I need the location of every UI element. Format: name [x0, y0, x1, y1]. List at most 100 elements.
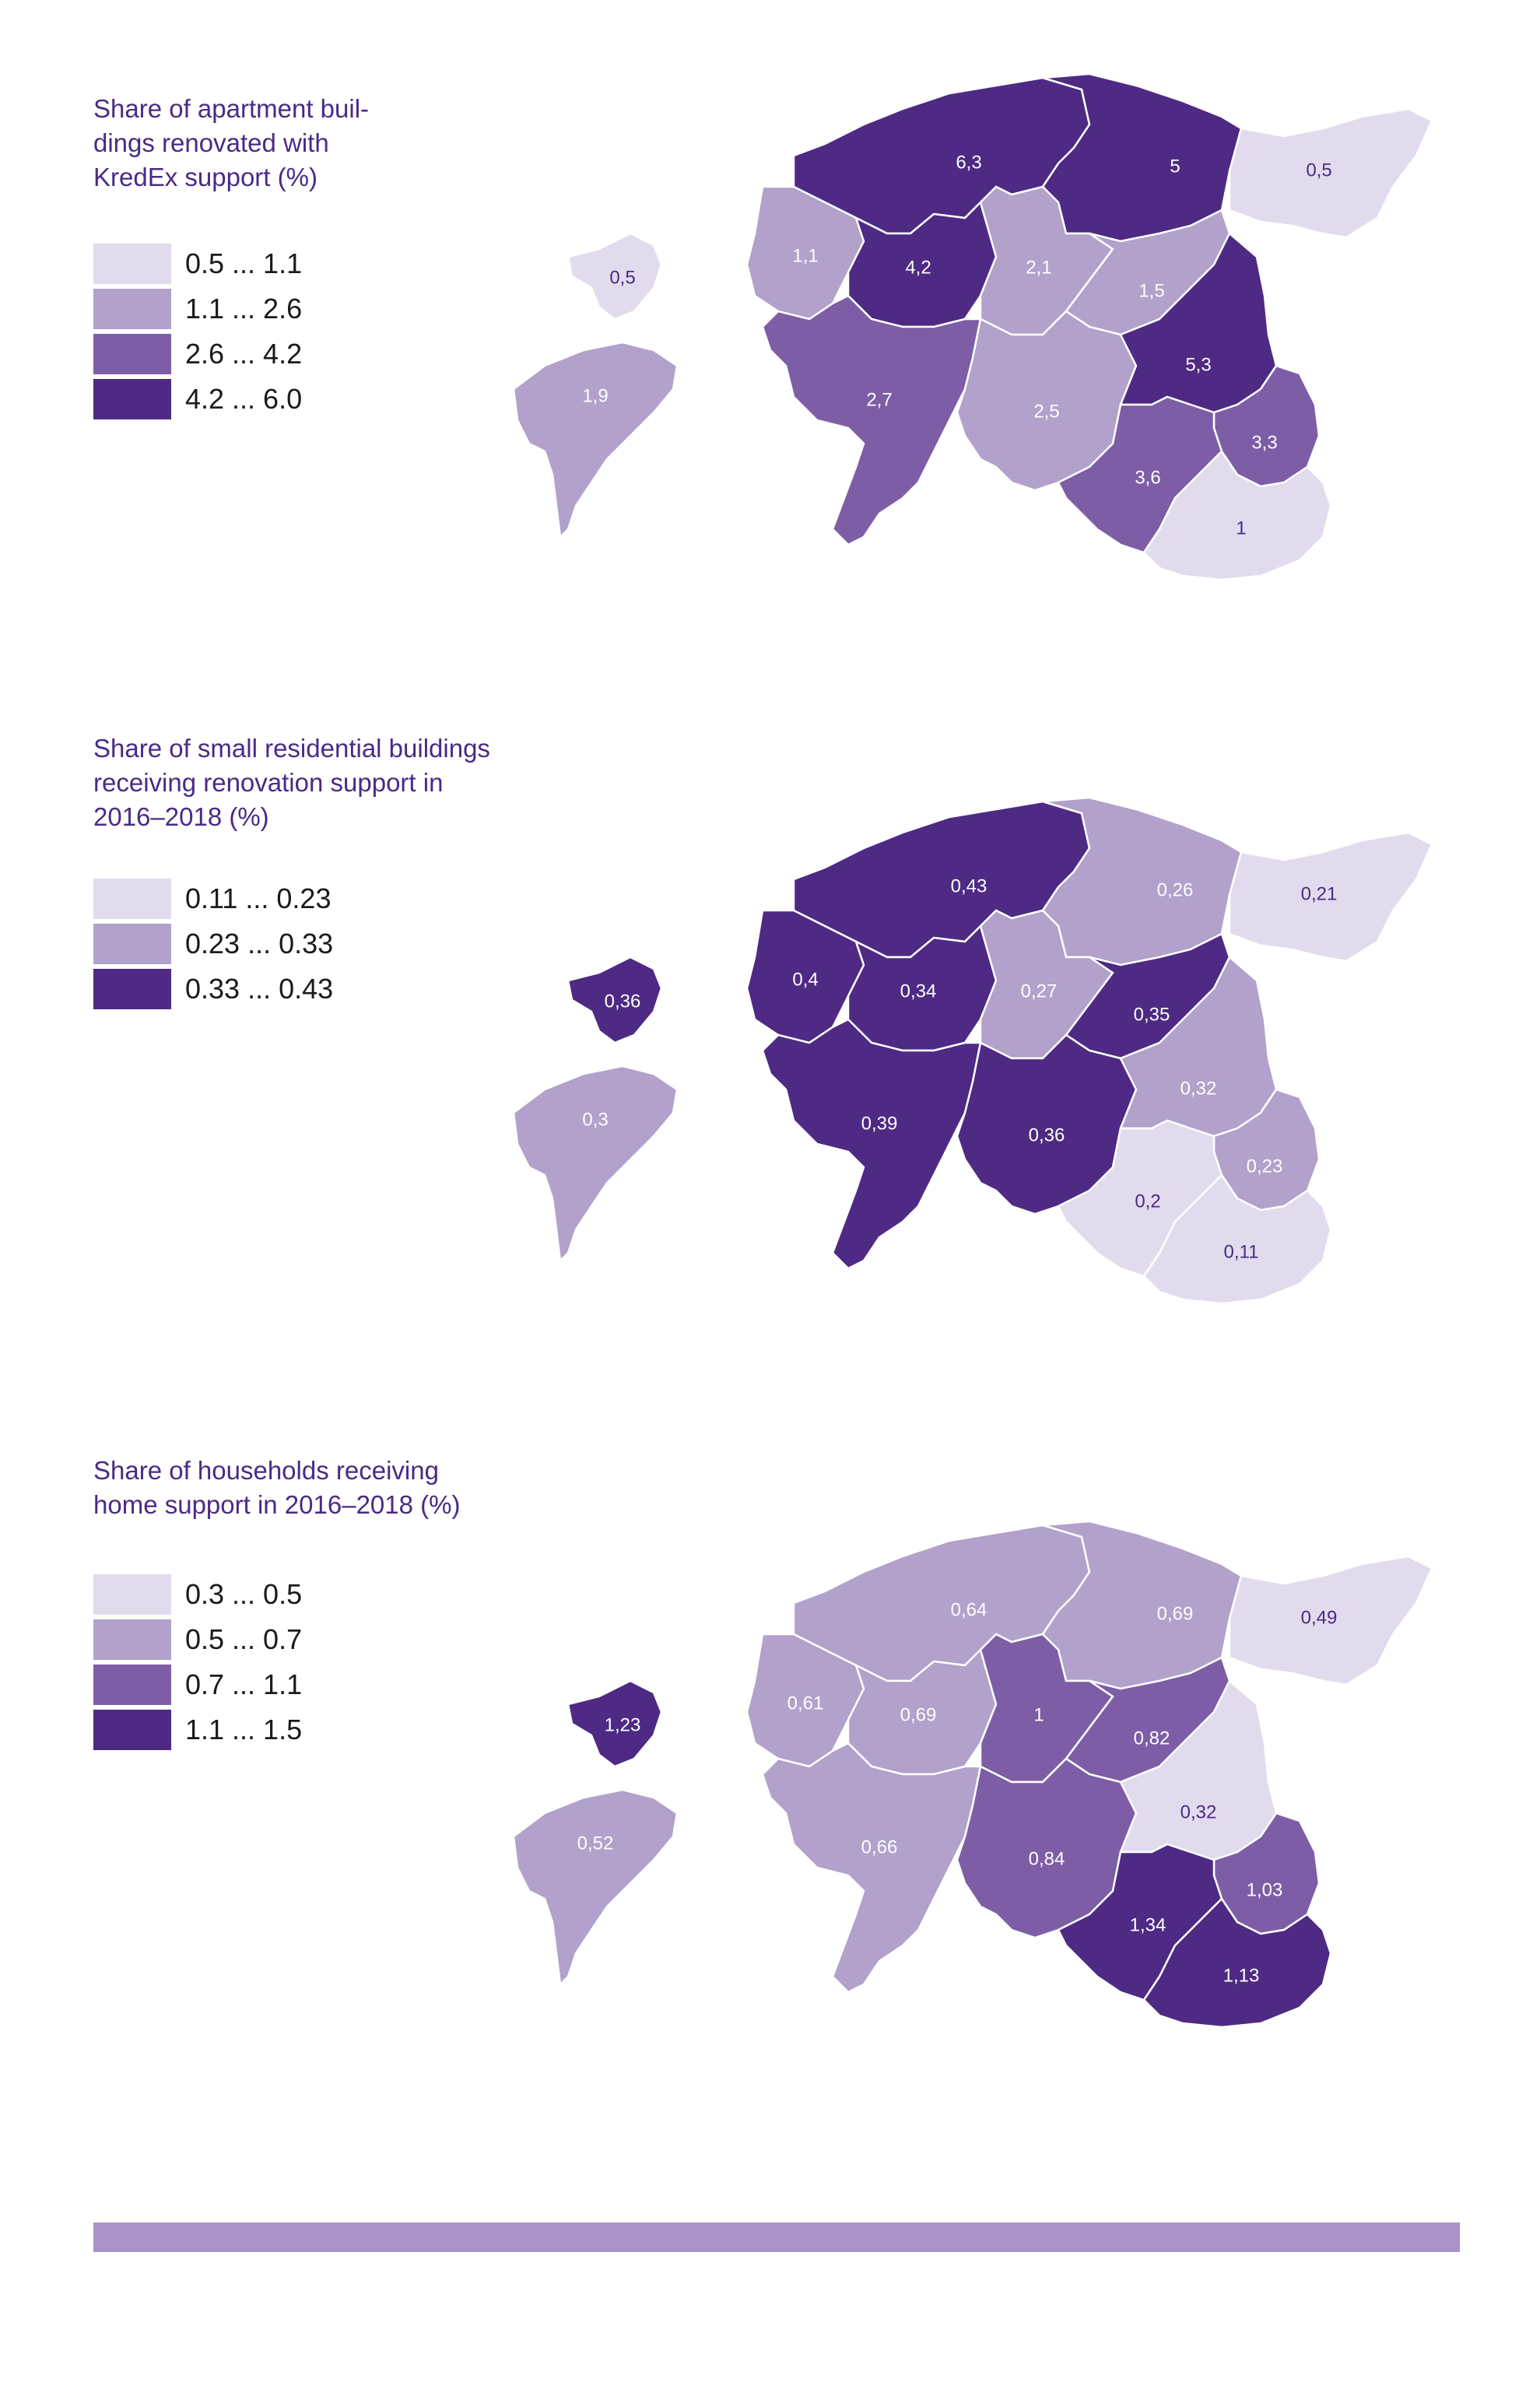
region-label-valga: 1,34 [1130, 1914, 1166, 1935]
legend-1: 0.5 ... 1.1 1.1 ... 2.6 2.6 ... 4.2 4.2 ...… [93, 241, 302, 422]
map-panel-1: Share of apartment buil- dings renovated… [0, 0, 1540, 669]
region-label-viljandi: 2,5 [1033, 401, 1059, 422]
region-rapla [847, 924, 998, 1052]
legend-item: 1.1 ... 2.6 [93, 286, 302, 332]
region-label-tartu: 5,3 [1185, 354, 1211, 375]
legend-item: 0.23 ... 0.33 [93, 921, 333, 966]
region-label-valga: 3,6 [1135, 467, 1160, 488]
map-panel-2: Share of small residential buildings rec… [0, 724, 1540, 1393]
region-ida-viru [1228, 107, 1433, 239]
legend-swatch [93, 1665, 171, 1705]
legend-item: 1.1 ... 1.5 [93, 1707, 302, 1752]
legend-label: 2.6 ... 4.2 [185, 338, 303, 370]
region-hiiu [567, 232, 663, 321]
legend-label: 0.3 ... 0.5 [185, 1578, 303, 1610]
region-label-jarva: 2,1 [1026, 257, 1051, 278]
region-label-rapla: 4,2 [905, 257, 931, 278]
region-label-jarva: 1 [1033, 1704, 1044, 1725]
map-panel-3: Share of households receiving home suppo… [0, 1447, 1540, 2117]
legend-label: 0.33 ... 0.43 [185, 973, 334, 1005]
region-label-jogeva: 0,35 [1134, 1004, 1170, 1025]
region-label-voru: 1 [1236, 517, 1246, 538]
region-saare [512, 1065, 679, 1263]
region-label-valga: 0,2 [1135, 1191, 1160, 1212]
region-ida-viru [1228, 1555, 1433, 1686]
region-label-saare: 1,9 [582, 385, 608, 406]
legend-item: 0.5 ... 0.7 [93, 1617, 302, 1662]
legend-item: 0.7 ... 1.1 [93, 1662, 302, 1707]
map-title-2: Share of small residential buildings rec… [93, 734, 490, 831]
region-label-harju: 6,3 [956, 152, 981, 173]
region-label-saare: 0,3 [582, 1109, 608, 1130]
region-label-ida-viru: 0,49 [1301, 1607, 1338, 1628]
legend-swatch [93, 1574, 171, 1615]
region-hiiu [567, 956, 663, 1044]
region-label-ida-viru: 0,21 [1301, 883, 1338, 904]
region-rapla [847, 200, 998, 328]
legend-swatch [93, 969, 171, 1009]
legend-swatch [93, 1710, 171, 1750]
map-title-1: Share of apartment buil- dings renovated… [93, 94, 370, 191]
legend-swatch [93, 879, 171, 919]
region-saare [512, 341, 679, 539]
region-label-rapla: 0,69 [900, 1704, 937, 1725]
legend-item: 0.5 ... 1.1 [93, 241, 302, 286]
region-label-tartu: 0,32 [1180, 1078, 1217, 1099]
region-label-hiiu: 0,36 [605, 991, 641, 1012]
region-label-tartu: 0,32 [1180, 1801, 1217, 1822]
region-label-hiiu: 0,5 [609, 267, 635, 288]
region-label-harju: 0,64 [951, 1599, 987, 1620]
region-label-voru: 0,11 [1224, 1241, 1259, 1262]
region-saare [512, 1788, 679, 1987]
estonia-map-1: 6,3 5 0,5 0,5 1,1 4,2 2,1 1,5 1,9 2,7 2,5 5,3 3,3 3,6… [512, 72, 1433, 581]
region-label-laane-viru: 0,69 [1157, 1603, 1194, 1624]
legend-3: 0.3 ... 0.5 0.5 ... 0.7 0.7 ... 1.1 1.1 ...… [93, 1572, 302, 1752]
region-label-laane: 0,4 [792, 969, 818, 990]
region-hiiu [567, 1679, 663, 1768]
legend-item: 4.2 ... 6.0 [93, 377, 302, 422]
legend-label: 0.11 ... 0.23 [185, 882, 332, 914]
region-label-laane-viru: 0,26 [1157, 879, 1194, 900]
legend-swatch [93, 924, 171, 964]
legend-swatch [93, 334, 171, 374]
region-label-polva: 0,23 [1247, 1156, 1283, 1177]
legend-item: 2.6 ... 4.2 [93, 332, 302, 377]
region-label-jogeva: 0,82 [1134, 1728, 1170, 1749]
legend-item: 0.11 ... 0.23 [93, 876, 333, 921]
region-label-jarva: 0,27 [1021, 981, 1058, 1002]
region-parnu [761, 1018, 982, 1270]
legend-swatch [93, 244, 171, 284]
region-voru [1142, 1897, 1332, 2029]
region-label-ida-viru: 0,5 [1306, 160, 1331, 181]
region-label-viljandi: 0,36 [1029, 1124, 1065, 1145]
legend-label: 1.1 ... 1.5 [185, 1714, 303, 1745]
region-voru [1142, 450, 1332, 581]
region-ida-viru [1228, 831, 1433, 963]
region-parnu [761, 294, 982, 546]
estonia-map-3: 0,64 0,69 0,49 1,23 0,61 0,69 1 0,82 0,52 0,66 0,8… [512, 1520, 1433, 2029]
legend-label: 0.23 ... 0.33 [185, 928, 334, 959]
estonia-map-2: 0,43 0,26 0,21 0,36 0,4 0,34 0,27 0,35 0,3 0,39 0,… [512, 796, 1433, 1305]
region-label-parnu: 2,7 [866, 389, 892, 410]
region-label-harju: 0,43 [951, 875, 987, 896]
region-label-parnu: 0,66 [861, 1836, 898, 1858]
legend-swatch [93, 289, 171, 329]
region-label-parnu: 0,39 [861, 1113, 898, 1134]
legend-label: 0.5 ... 0.7 [185, 1623, 303, 1655]
region-label-hiiu: 1,23 [605, 1714, 641, 1735]
legend-label: 1.1 ... 2.6 [185, 293, 303, 324]
legend-item: 0.3 ... 0.5 [93, 1572, 302, 1617]
region-label-polva: 3,3 [1251, 432, 1277, 453]
legend-label: 0.7 ... 1.1 [185, 1668, 303, 1700]
region-voru [1142, 1173, 1332, 1305]
bottom-bar [93, 2222, 1460, 2252]
legend-label: 0.5 ... 1.1 [185, 247, 303, 279]
region-label-laane: 0,61 [788, 1693, 824, 1714]
region-label-jogeva: 1,5 [1138, 280, 1164, 301]
legend-2: 0.11 ... 0.23 0.23 ... 0.33 0.33 ... 0.43 [93, 876, 333, 1012]
region-label-viljandi: 0,84 [1029, 1848, 1065, 1869]
region-parnu [761, 1742, 982, 1994]
region-label-voru: 1,13 [1223, 1965, 1260, 1986]
map-title-3: Share of households receiving home suppo… [93, 1456, 461, 1519]
legend-swatch [93, 379, 171, 419]
